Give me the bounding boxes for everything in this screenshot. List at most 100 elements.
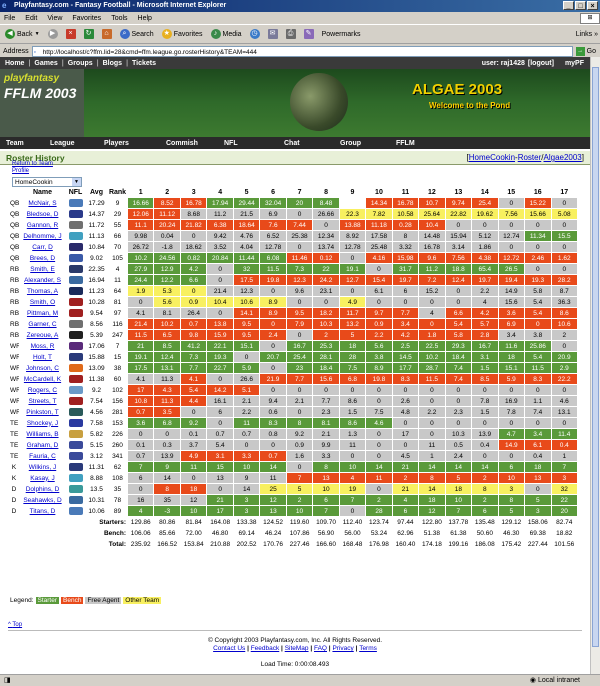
player-name-link[interactable]: Thomas, A <box>19 285 66 297</box>
top-link[interactable]: ^ Top <box>8 622 23 628</box>
week-score: 5 <box>524 494 552 506</box>
player-name-link[interactable]: McCardell, K <box>19 373 66 385</box>
player-name-link[interactable]: Delhomme, J <box>19 230 66 242</box>
team-select[interactable]: HomeCookin ▼ <box>12 177 82 187</box>
maximize-button[interactable]: □ <box>575 1 586 10</box>
nav-groups[interactable]: Groups <box>67 59 93 67</box>
menu-help[interactable]: Help <box>137 14 152 22</box>
go-button[interactable]: → Go <box>575 46 596 56</box>
summary-value: 46.30 <box>497 527 526 539</box>
week-score: 28.2 <box>550 274 578 286</box>
player-name-link[interactable]: Fauria, C <box>19 450 66 462</box>
player-name-link[interactable]: Shockey, J <box>19 417 66 429</box>
week-score: 14 <box>153 472 181 484</box>
stop-button[interactable]: × <box>64 29 78 39</box>
subnav-chat[interactable]: Chat <box>284 139 300 147</box>
close-button[interactable]: × <box>587 1 598 10</box>
menu-favorites[interactable]: Favorites <box>72 14 102 22</box>
player-name-link[interactable]: Holt, T <box>19 351 66 363</box>
player-name-link[interactable]: Alexander, S <box>19 274 66 286</box>
media-button[interactable]: ♪ Media <box>209 29 244 39</box>
mypf-link[interactable]: myPF <box>564 59 584 67</box>
nav-home[interactable]: Home <box>5 59 25 67</box>
links-button[interactable]: Links» <box>575 30 598 38</box>
player-name-link[interactable]: Titans, D <box>19 505 66 517</box>
player-name-link[interactable]: Johnson, C <box>19 362 66 374</box>
player-name-link[interactable]: Kasay, J <box>19 472 66 484</box>
crumb-team[interactable]: HomeCookin <box>468 153 516 162</box>
player-name-link[interactable]: Bledsoe, D <box>19 208 66 220</box>
week-score: 7 <box>550 461 578 473</box>
nav-tickets[interactable]: Tickets <box>132 59 157 67</box>
footer-link[interactable]: Contact Us <box>213 645 246 652</box>
footer-link[interactable]: FAQ <box>313 645 327 652</box>
nav-games[interactable]: Games <box>34 59 58 67</box>
player-name-link[interactable]: Smith, E <box>19 263 66 275</box>
player-name-link[interactable]: Rogers, C <box>19 384 66 396</box>
menu-edit[interactable]: Edit <box>25 14 38 22</box>
menu-tools[interactable]: Tools <box>111 14 128 22</box>
subnav-players[interactable]: Players <box>104 139 129 147</box>
scrollbar-thumb[interactable] <box>592 67 599 647</box>
subnav-fflm[interactable]: FFLM <box>396 139 415 147</box>
mail-button[interactable]: ✉ <box>266 29 280 39</box>
logout-link[interactable]: [logout] <box>527 59 554 67</box>
league-sub-nav: Team League Players Commish NFL Chat Group FFLM <box>0 137 590 149</box>
player-name-link[interactable]: Streets, T <box>19 395 66 407</box>
subnav-league[interactable]: League <box>50 139 75 147</box>
subnav-commish[interactable]: Commish <box>166 139 198 147</box>
player-name-link[interactable]: Pittman, M <box>19 307 66 319</box>
table-row: K Wilkins, J 11.31 62 7 9 11 15 10 14 0 8 10 14 21 14 14… <box>8 461 578 473</box>
player-name-link[interactable]: Zereoue, A <box>19 329 66 341</box>
player-name-link[interactable]: Carr, D <box>19 241 66 253</box>
week-score: 11.2 <box>206 208 234 220</box>
footer-link[interactable]: Terms <box>359 645 377 652</box>
edit-button[interactable]: ✎ <box>302 29 316 39</box>
powermarks-button[interactable]: Powermarks <box>321 30 361 38</box>
week-score: 10.6 <box>232 296 261 308</box>
forward-button[interactable]: ▶ <box>46 29 60 39</box>
week-score: 25.38 <box>285 230 314 242</box>
history-button[interactable]: ◷ <box>248 29 262 39</box>
crumb-roster[interactable]: Roster <box>517 153 542 162</box>
player-name-link[interactable]: Wilkins, J <box>19 461 66 473</box>
back-button[interactable]: ◀ Back ▼ <box>3 29 42 39</box>
footer-link[interactable]: Feedback <box>250 645 280 652</box>
player-name-link[interactable]: McNair, S <box>19 197 66 209</box>
subnav-group[interactable]: Group <box>340 139 361 147</box>
print-button[interactable]: ⎙ <box>284 29 298 39</box>
crumb-league[interactable]: Algae2003 <box>543 153 582 162</box>
player-name-link[interactable]: Seahawks, D <box>19 494 66 506</box>
player-name-link[interactable]: Garner, C <box>19 318 66 330</box>
player-name-link[interactable]: Williams, B <box>19 428 66 440</box>
subnav-team[interactable]: Team <box>6 139 24 147</box>
nav-blogs[interactable]: Blogs <box>102 59 123 67</box>
fflm-logo[interactable]: playfantasy FFLM 2003 <box>0 69 84 137</box>
week-score: 11.2 <box>418 263 446 275</box>
player-name-link[interactable]: Dolphins, D <box>19 483 66 495</box>
address-input[interactable]: ▫ http://localhost/c?ffm.lid=28&cmd=ffm.l… <box>31 45 573 57</box>
player-name-link[interactable]: Brees, D <box>19 252 66 264</box>
player-name-link[interactable]: Moss, R <box>19 340 66 352</box>
player-avg: 11.13 <box>85 230 108 242</box>
return-to-team-link[interactable]: Return to Team Profile <box>12 161 53 174</box>
search-button[interactable]: ⌕ Search <box>118 29 156 39</box>
vertical-scrollbar[interactable] <box>590 57 600 674</box>
player-name-link[interactable]: Graham, D <box>19 439 66 451</box>
footer-link[interactable]: Privacy <box>332 645 354 652</box>
player-name-link[interactable]: Smith, O <box>19 296 66 308</box>
refresh-button[interactable]: ↻ <box>82 29 96 39</box>
team-logo <box>65 285 86 297</box>
player-name-link[interactable]: Pinkston, T <box>19 406 66 418</box>
menu-view[interactable]: View <box>47 14 63 22</box>
player-name-link[interactable]: Gannon, R <box>19 219 66 231</box>
minimize-button[interactable]: _ <box>563 1 574 10</box>
week-score: 18 <box>418 494 446 506</box>
player-position: RB <box>8 274 20 286</box>
footer-link[interactable]: SiteMap <box>284 645 309 652</box>
subnav-nfl[interactable]: NFL <box>224 139 238 147</box>
menu-file[interactable]: File <box>4 14 16 22</box>
home-button[interactable]: ⌂ <box>100 29 114 39</box>
week-score: 18 <box>444 483 473 495</box>
favorites-button[interactable]: ★ Favorites <box>161 29 203 39</box>
